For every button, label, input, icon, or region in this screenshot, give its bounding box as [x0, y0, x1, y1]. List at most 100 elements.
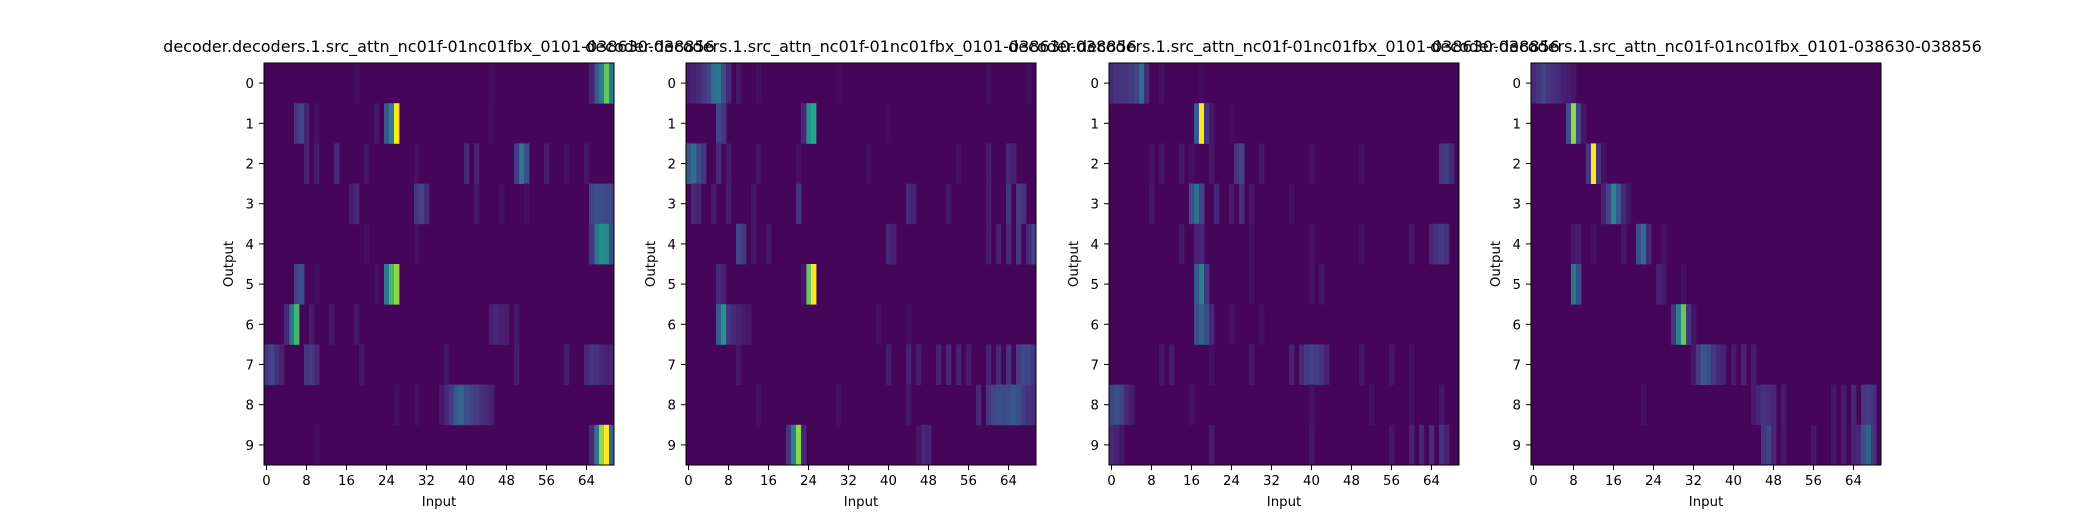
heatmap-cell — [1434, 223, 1440, 265]
heatmap-cell — [444, 344, 450, 385]
heatmap-cell — [1031, 223, 1037, 265]
heatmap-cell — [514, 304, 520, 345]
panel-title: decoder.decoders.1.src_attn_nc01f-01nc01… — [1008, 37, 1560, 57]
heatmap-cell — [1016, 183, 1022, 225]
heatmap-cell — [736, 344, 742, 385]
heatmap-cell — [1576, 264, 1582, 305]
heatmap-cell — [1721, 344, 1727, 385]
heatmap-cell — [986, 63, 992, 104]
heatmap-cell — [1586, 143, 1592, 184]
y-tick-label: 3 — [246, 198, 254, 213]
y-tick-label: 6 — [246, 318, 254, 333]
heatmap-cell — [589, 63, 595, 104]
x-tick-label: 24 — [1223, 474, 1240, 489]
y-tick-label: 0 — [668, 77, 676, 92]
heatmap-cell — [1359, 223, 1365, 265]
heatmap-cell — [1209, 344, 1215, 385]
heatmap-cell — [1389, 424, 1395, 466]
heatmap-cell — [811, 264, 817, 305]
heatmap-cell — [1851, 384, 1857, 426]
y-tick-label: 3 — [1513, 198, 1521, 213]
heatmap-cell — [1831, 424, 1837, 466]
heatmap-cell — [1591, 143, 1597, 184]
heatmap-cell — [1871, 424, 1877, 466]
heatmap-cell — [314, 103, 320, 144]
heatmap-cell — [604, 63, 610, 104]
heatmap-cell — [1199, 264, 1205, 305]
heatmap-cell — [1026, 384, 1032, 426]
heatmap-cell — [394, 103, 400, 144]
x-tick-label: 8 — [1147, 474, 1155, 489]
heatmap-cell — [1701, 344, 1707, 385]
heatmap-cell — [766, 223, 772, 265]
heatmap-cell — [314, 424, 320, 466]
heatmap-cell — [294, 304, 300, 345]
heatmap-cell — [1204, 264, 1210, 305]
heatmap-cell — [1439, 223, 1445, 265]
x-tick-label: 40 — [1725, 474, 1742, 489]
heatmap-cell — [1811, 424, 1817, 466]
heatmap-cell — [916, 424, 922, 466]
heatmap-cell — [1661, 223, 1667, 265]
heatmap-cell — [584, 344, 590, 385]
heatmap-cell — [1229, 304, 1235, 345]
heatmap-cell — [686, 63, 692, 104]
heatmap-cell — [1309, 424, 1315, 466]
heatmap-cell — [474, 384, 480, 426]
heatmap-cell — [309, 304, 315, 345]
heatmap-cell — [746, 304, 752, 345]
heatmap-cell — [996, 344, 1002, 385]
heatmap-cell — [731, 304, 737, 345]
heatmap-panel-2: 0 8 16 24 32 40 48 56 640123456789InputOutputdec… — [585, 37, 1137, 510]
heatmap-cell — [1021, 384, 1027, 426]
heatmap-cell — [696, 183, 702, 225]
heatmap-cell — [1021, 183, 1027, 225]
x-tick-label: 56 — [538, 474, 555, 489]
heatmap-cell — [389, 264, 395, 305]
heatmap-cell — [1561, 63, 1567, 104]
x-tick-label: 56 — [1383, 474, 1400, 489]
heatmap-cell — [444, 384, 450, 426]
heatmap-cell — [1006, 183, 1012, 225]
heatmap-cell — [1124, 384, 1130, 426]
heatmap-cell — [479, 384, 485, 426]
heatmap-cell — [736, 223, 742, 265]
heatmap-cell — [721, 264, 727, 305]
heatmap-cell — [866, 143, 872, 184]
x-tick-label: 24 — [800, 474, 817, 489]
y-tick-label: 1 — [1513, 117, 1521, 132]
heatmap-cell — [1766, 384, 1772, 426]
heatmap-cell — [1109, 63, 1115, 104]
heatmap-cell — [594, 183, 600, 225]
heatmap-cell — [1204, 304, 1210, 345]
heatmap-cell — [1026, 344, 1032, 385]
x-tick-label: 8 — [1569, 474, 1577, 489]
heatmap-cell — [1309, 344, 1315, 385]
panel-title: decoder.decoders.1.src_attn_nc01f-01nc01… — [1430, 37, 1982, 57]
heatmap-cell — [1289, 183, 1295, 225]
y-tick-label: 6 — [1091, 318, 1099, 333]
heatmap-cell — [594, 223, 600, 265]
heatmap-cell — [594, 344, 600, 385]
heatmap-cell — [304, 143, 310, 184]
heatmap-cell — [269, 344, 275, 385]
y-tick-label: 6 — [668, 318, 676, 333]
x-tick-label: 32 — [418, 474, 435, 489]
heatmap-cell — [1129, 63, 1135, 104]
heatmap-cell — [801, 424, 807, 466]
heatmap-cell — [1636, 223, 1642, 265]
heatmap-cell — [1149, 143, 1155, 184]
axes-frame — [263, 62, 615, 466]
y-tick-label: 2 — [1091, 158, 1099, 173]
heatmap-cell — [1114, 384, 1120, 426]
x-tick-label: 40 — [1303, 474, 1320, 489]
heatmap-cell — [1199, 63, 1205, 104]
x-tick-label: 64 — [1000, 474, 1017, 489]
heatmap-cell — [299, 264, 305, 305]
heatmap-cell — [354, 183, 360, 225]
heatmap-cell — [691, 63, 697, 104]
heatmap-cell — [836, 384, 842, 426]
heatmap-cell — [1006, 143, 1012, 184]
heatmap-cell — [801, 264, 807, 305]
y-tick-label: 7 — [668, 359, 676, 374]
